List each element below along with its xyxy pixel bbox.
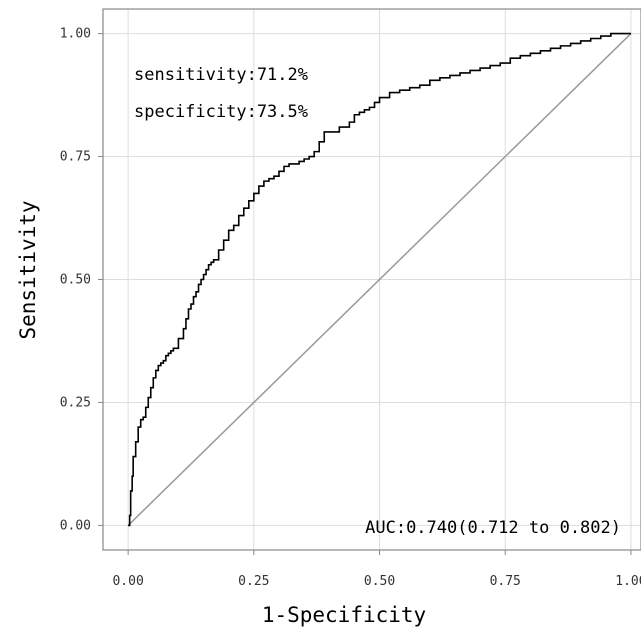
y-tick-label: 0.75 <box>60 150 91 165</box>
x-tick-label: 1.00 <box>615 574 641 589</box>
x-tick-label: 0.75 <box>490 574 521 589</box>
sensitivity-annotation: sensitivity:71.2% <box>134 65 308 85</box>
x-tick-label: 0.50 <box>364 574 395 589</box>
auc-annotation: AUC:0.740(0.712 to 0.802) <box>365 518 621 538</box>
grid-lines <box>103 9 641 550</box>
y-tick-label: 1.00 <box>60 27 91 42</box>
x-tick-label: 0.00 <box>112 574 143 589</box>
y-tick-label: 0.00 <box>60 518 91 533</box>
y-tick-label: 0.25 <box>60 395 91 410</box>
y-tick-label: 0.50 <box>60 273 91 288</box>
roc-curve-line <box>128 32 631 527</box>
specificity-annotation: specificity:73.5% <box>134 102 308 122</box>
x-axis-title: 1-Specificity <box>262 603 426 627</box>
axis-ticks: 0.00 0.25 0.50 0.75 1.00 0.00 0.25 0.50 0.75 1.00 <box>60 27 641 589</box>
reference-diagonal-line <box>127 33 632 526</box>
x-tick-label: 0.25 <box>238 574 269 589</box>
y-axis-title: Sensitivity <box>16 200 40 339</box>
